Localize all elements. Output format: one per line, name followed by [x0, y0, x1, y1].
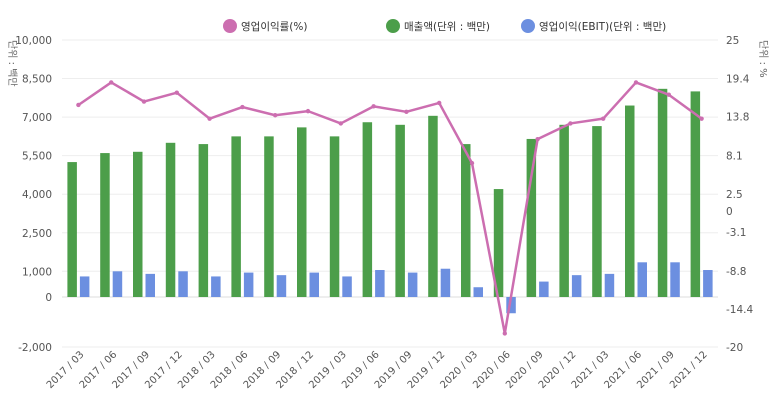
- right-tick-label: 2.5: [726, 189, 743, 201]
- margin-point: [338, 121, 343, 126]
- sales-bar: [67, 162, 77, 297]
- left-tick-label: 1,000: [22, 266, 52, 278]
- left-tick-label: 7,000: [22, 112, 52, 124]
- legend-marker: [521, 19, 535, 33]
- legend-marker: [223, 19, 237, 33]
- ebit-bar: [112, 271, 123, 297]
- right-tick-label: 8.1: [726, 151, 743, 163]
- ebit-bar: [703, 270, 713, 297]
- sales-bar: [657, 88, 668, 297]
- ebit-bar: [637, 262, 647, 297]
- sales-bar: [526, 138, 537, 297]
- ebit-bar: [440, 268, 451, 297]
- right-axis-label: 단위 : %: [757, 40, 770, 78]
- margin-point: [601, 116, 606, 121]
- sales-bar: [329, 136, 340, 297]
- margin-point: [502, 331, 507, 336]
- sales-bar: [133, 151, 143, 297]
- right-tick-label: 13.8: [726, 112, 749, 124]
- ebit-bar: [539, 281, 549, 297]
- ebit-bar: [506, 297, 516, 314]
- margin-point: [535, 136, 540, 142]
- right-tick-label: -8.8: [726, 266, 747, 278]
- margin-point: [273, 113, 278, 118]
- sales-bar: [592, 126, 602, 297]
- sales-bar: [625, 105, 635, 297]
- margin-point: [568, 121, 573, 126]
- ebit-bar: [309, 272, 319, 297]
- sales-bar: [297, 127, 307, 297]
- left-tick-label: 4,000: [22, 189, 52, 201]
- ebit-bar: [211, 276, 221, 297]
- margin-point: [404, 109, 409, 115]
- right-tick-label: 19.4: [726, 73, 750, 85]
- ebit-bar: [79, 276, 90, 297]
- sales-bar: [362, 122, 373, 298]
- margin-point: [305, 108, 311, 114]
- sales-bar: [559, 124, 569, 297]
- right-tick-label: 0: [726, 206, 733, 218]
- margin-point: [469, 160, 475, 166]
- sales-bar: [165, 142, 176, 297]
- margin-point: [633, 80, 639, 85]
- left-tick-label: 0: [45, 292, 52, 304]
- margin-line: [76, 80, 704, 336]
- right-tick-label: -14.4: [726, 304, 753, 316]
- gridlines: [62, 39, 718, 348]
- legend-marker: [386, 19, 400, 33]
- right-tick-label: -20: [726, 342, 743, 354]
- margin-point: [207, 116, 212, 121]
- right-tick-label: 25: [726, 35, 739, 47]
- legend-label: 영업이익(EBIT)(단위 : 백만): [539, 20, 666, 33]
- sales-bar: [493, 189, 504, 297]
- left-tick-label: 2,500: [22, 228, 52, 240]
- left-axis-label: 단위 : 백만: [6, 40, 19, 87]
- margin-point: [699, 116, 704, 121]
- ebit-bar: [342, 276, 352, 297]
- left-tick-label: -2,000: [18, 342, 52, 354]
- ebit-bar: [604, 273, 615, 297]
- margin-point: [141, 99, 147, 104]
- ebit-bar: [670, 262, 680, 297]
- sales-bar: [395, 124, 405, 297]
- margin-point: [76, 102, 81, 108]
- ebit-bar: [276, 275, 287, 297]
- ebit-bar: [407, 272, 418, 297]
- left-tick-label: 8,500: [22, 74, 52, 86]
- legend-label: 영업이익률(%): [241, 20, 307, 33]
- margin-point: [437, 100, 442, 106]
- left-tick-label: 5,500: [22, 151, 52, 163]
- margin-point: [109, 80, 114, 85]
- sales-bar: [231, 136, 241, 297]
- sales-bar: [461, 144, 471, 297]
- sales-bar: [690, 91, 701, 298]
- legend-label: 매출액(단위 : 백만): [404, 20, 490, 33]
- ebit-bar: [571, 275, 582, 297]
- margin-series-line: [77, 81, 703, 335]
- right-tick-label: -3.1: [726, 227, 747, 239]
- margin-point: [240, 104, 245, 110]
- margin-point: [174, 90, 179, 95]
- ebit-bar: [375, 270, 385, 297]
- sales-bar: [100, 153, 110, 297]
- ebit-bar: [178, 271, 188, 297]
- ebit-bar: [473, 287, 483, 297]
- left-tick-label: 10,000: [15, 35, 52, 47]
- margin-point: [666, 92, 671, 97]
- legend: 영업이익률(%) 매출액(단위 : 백만) 영업이익(EBIT)(단위 : 백만): [223, 19, 666, 33]
- sales-bar: [198, 144, 209, 297]
- ebit-bar: [243, 272, 254, 297]
- sales-bar: [428, 115, 438, 297]
- ebit-bar: [145, 273, 155, 297]
- margin-point: [371, 104, 376, 109]
- bars: [67, 88, 713, 314]
- right-axis-ticks: -20 -14.4 -8.8 -3.1 0 2.5 8.1 13.8 19.4 25: [726, 35, 753, 354]
- sales-bar: [264, 136, 274, 297]
- left-axis-ticks: -2,000 0 1,000 2,500 4,000 5,500 7,000 8,500 10,…: [15, 35, 52, 354]
